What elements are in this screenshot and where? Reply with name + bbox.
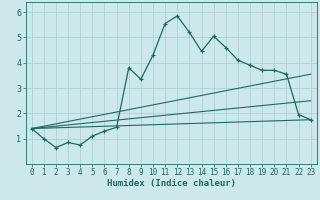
X-axis label: Humidex (Indice chaleur): Humidex (Indice chaleur) xyxy=(107,179,236,188)
